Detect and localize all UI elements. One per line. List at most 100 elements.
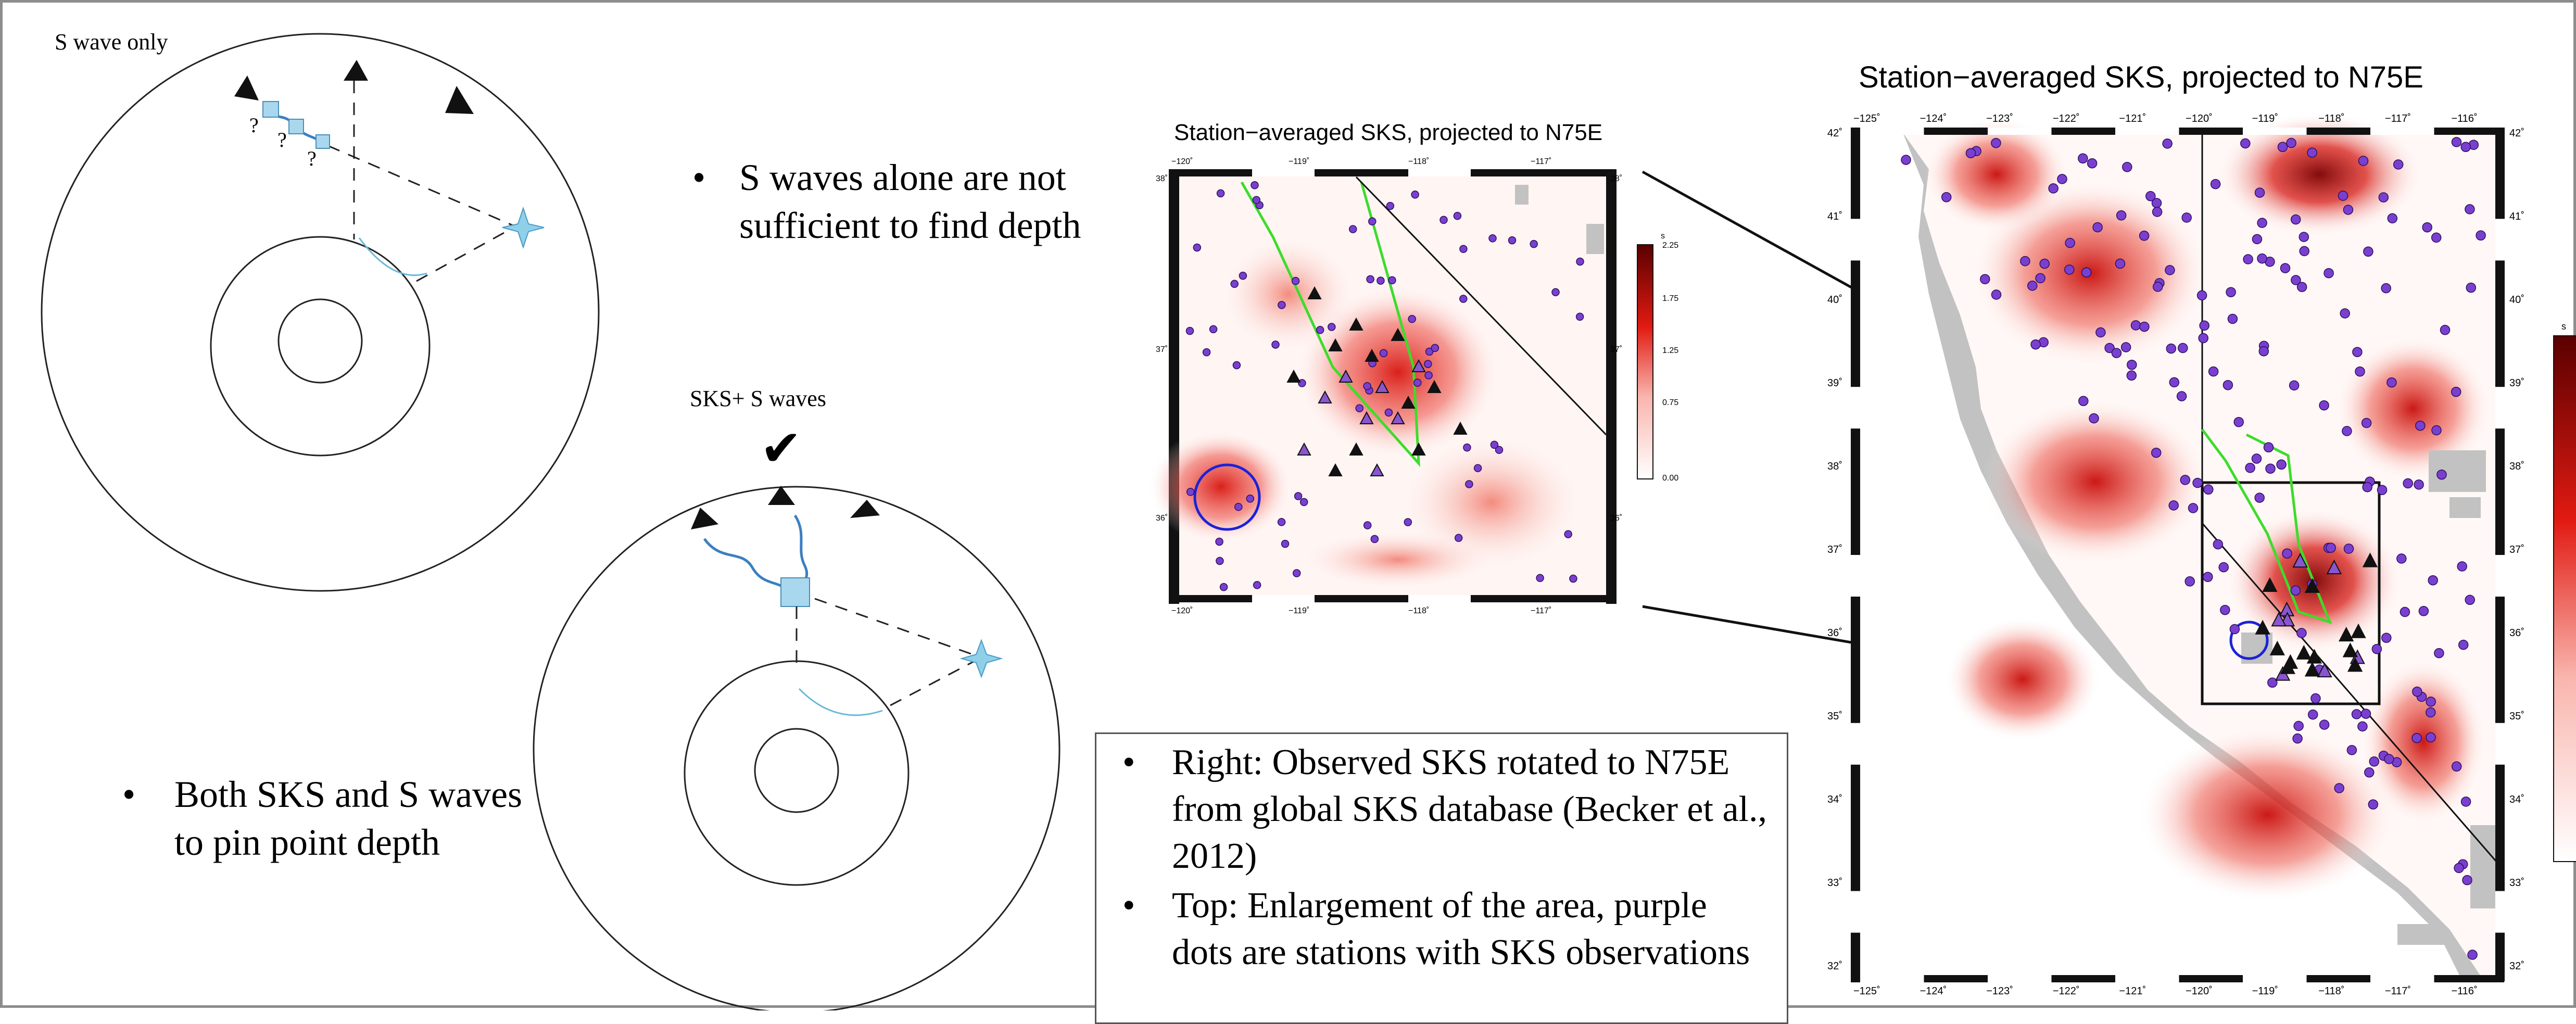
sks-ray-line — [890, 656, 982, 706]
inset-lat-tick: 37˚ — [1610, 345, 1623, 354]
main-map-tick-label: −120˚ — [2186, 985, 2213, 997]
main-map-tick-label: −116˚ — [2451, 113, 2478, 124]
main-map-tick-label: −117˚ — [2384, 113, 2411, 124]
station-triangle-icon — [691, 508, 718, 529]
earth-diagrams — [41, 33, 2203, 1010]
question-mark: ? — [307, 147, 317, 170]
inset-lat-tick: 38˚ — [1156, 174, 1168, 183]
bullet-dot: • — [692, 157, 706, 198]
main-map-tick-label: 33˚ — [2509, 877, 2524, 889]
label-s-wave-only: S wave only — [55, 29, 168, 55]
checkmark-icon: ✔ — [760, 421, 802, 476]
inset-colorbar-unit: s — [1661, 232, 1665, 241]
inset-lat-tick: 36˚ — [1156, 514, 1168, 523]
depth-square-icon — [288, 119, 304, 134]
main-map-tick-label: 35˚ — [1827, 711, 1842, 722]
inset-colorbar-tick: 1.25 — [1662, 346, 1679, 355]
main-map-tick-label: 41˚ — [1827, 211, 1842, 222]
main-map-title: Station−averaged SKS, projected to N75E — [1859, 60, 2423, 94]
inset-lon-tick: −119˚ — [1289, 606, 1310, 615]
depth-square-icon — [780, 577, 810, 607]
main-map-tick-label: 37˚ — [1827, 544, 1842, 555]
main-map-tick-label: 37˚ — [2509, 544, 2524, 555]
earthquake-star-icon — [502, 206, 545, 249]
s-wave-ray-line — [327, 145, 516, 227]
earth-diagram-sks-s — [533, 486, 1060, 1010]
main-map-tick-label: 35˚ — [2509, 711, 2524, 722]
depth-square-icon — [262, 101, 279, 118]
earth-mantle-outline — [533, 486, 1060, 1010]
caption-text: Right: Observed SKS rotated to N75E from… — [1172, 742, 1767, 876]
earth-mantle-outline — [41, 33, 600, 592]
main-map-tick-label: 39˚ — [2509, 377, 2524, 389]
main-map-tick-label: 32˚ — [1827, 960, 1842, 972]
main-map-tick-label: −125˚ — [1853, 985, 1880, 997]
outer-core-outline — [210, 236, 431, 457]
bullet-text: S waves alone are not sufficient to find… — [739, 157, 1081, 246]
inset-lat-tick: 36˚ — [1610, 514, 1623, 523]
inset-lon-tick: −119˚ — [1289, 157, 1310, 166]
inset-lon-tick: −120˚ — [1171, 157, 1193, 166]
station-triangle-icon — [445, 86, 474, 114]
station-triangle-icon — [768, 486, 795, 505]
core-arc-line — [358, 237, 427, 276]
main-map-tick-label: 36˚ — [2509, 627, 2524, 639]
s-wave-ray-line — [814, 598, 982, 659]
main-map-tick-label: 42˚ — [1827, 128, 1842, 139]
main-map-tick-label: −122˚ — [2052, 113, 2080, 124]
question-mark: ? — [249, 113, 259, 137]
main-map-tick-label: 36˚ — [1827, 627, 1842, 639]
main-colorbar-unit: s — [2561, 321, 2566, 332]
main-map-tick-label: −122˚ — [2052, 985, 2080, 997]
main-map-tick-label: 33˚ — [1827, 877, 1842, 889]
main-map-tick-label: 41˚ — [2509, 211, 2524, 222]
inset-lon-tick: −117˚ — [1531, 157, 1552, 166]
main-map-tick-label: −125˚ — [1853, 113, 1880, 124]
inset-lon-tick: −118˚ — [1408, 157, 1430, 166]
sks-ray-line — [416, 225, 516, 282]
inset-lon-tick: −118˚ — [1408, 606, 1430, 615]
inset-colorbar-tick: 0.75 — [1662, 398, 1679, 407]
main-map-tick-label: −124˚ — [1920, 985, 1947, 997]
main-map-tick-label: 34˚ — [1827, 794, 1842, 805]
bullet-dot: • — [1122, 742, 1135, 782]
inset-lon-tick: −120˚ — [1171, 606, 1193, 615]
inset-colorbar-tick: 2.25 — [1662, 241, 1679, 250]
main-map-tick-label: 42˚ — [2509, 128, 2524, 139]
station-triangle-icon — [234, 75, 259, 100]
inner-core-outline — [754, 728, 839, 813]
label-sks-s-waves: SKS+ S waves — [690, 386, 826, 411]
bullet-dot: • — [1122, 886, 1135, 926]
main-map-tick-label: 40˚ — [2509, 294, 2524, 306]
main-map-tick-label: −123˚ — [1986, 985, 2013, 997]
wave-path-line — [703, 538, 790, 592]
earth-diagram-s-only — [41, 33, 600, 592]
inner-core-outline — [277, 298, 363, 384]
main-map-tick-label: 40˚ — [1827, 294, 1842, 306]
inset-map-title: Station−averaged SKS, projected to N75E — [1174, 120, 1603, 145]
inset-lat-tick: 38˚ — [1610, 174, 1623, 183]
core-arc-line — [798, 688, 883, 716]
inset-colorbar-tick: 1.75 — [1662, 294, 1679, 303]
main-map-tick-label: −120˚ — [2186, 113, 2213, 124]
bullet-dot: • — [122, 774, 136, 815]
caption-box: • Right: Observed SKS rotated to N75E fr… — [1095, 732, 1788, 1024]
bullet-both-sks-s: • Both SKS and S waves to pin point dept… — [122, 770, 539, 866]
main-map-tick-label: −117˚ — [2384, 985, 2411, 997]
caption-text: Top: Enlargement of the area, purple dot… — [1172, 886, 1750, 972]
main-map-tick-label: 39˚ — [1827, 377, 1842, 389]
station-triangle-icon — [344, 60, 368, 81]
main-map-tick-label: −121˚ — [2119, 985, 2146, 997]
caption-item: • Top: Enlargement of the area, purple d… — [1122, 882, 1773, 976]
caption-item: • Right: Observed SKS rotated to N75E fr… — [1122, 739, 1773, 880]
zoom-connector-line — [1642, 605, 2203, 704]
question-mark: ? — [277, 128, 287, 151]
inset-colorbar-tick: 0.00 — [1662, 474, 1679, 483]
zoom-connector-line — [1641, 170, 2203, 483]
main-map-tick-label: −116˚ — [2451, 985, 2478, 997]
main-map-tick-label: 32˚ — [2509, 960, 2524, 972]
station-triangle-icon — [850, 500, 880, 518]
main-map-tick-label: −124˚ — [1920, 113, 1947, 124]
inset-lat-tick: 37˚ — [1156, 345, 1168, 354]
